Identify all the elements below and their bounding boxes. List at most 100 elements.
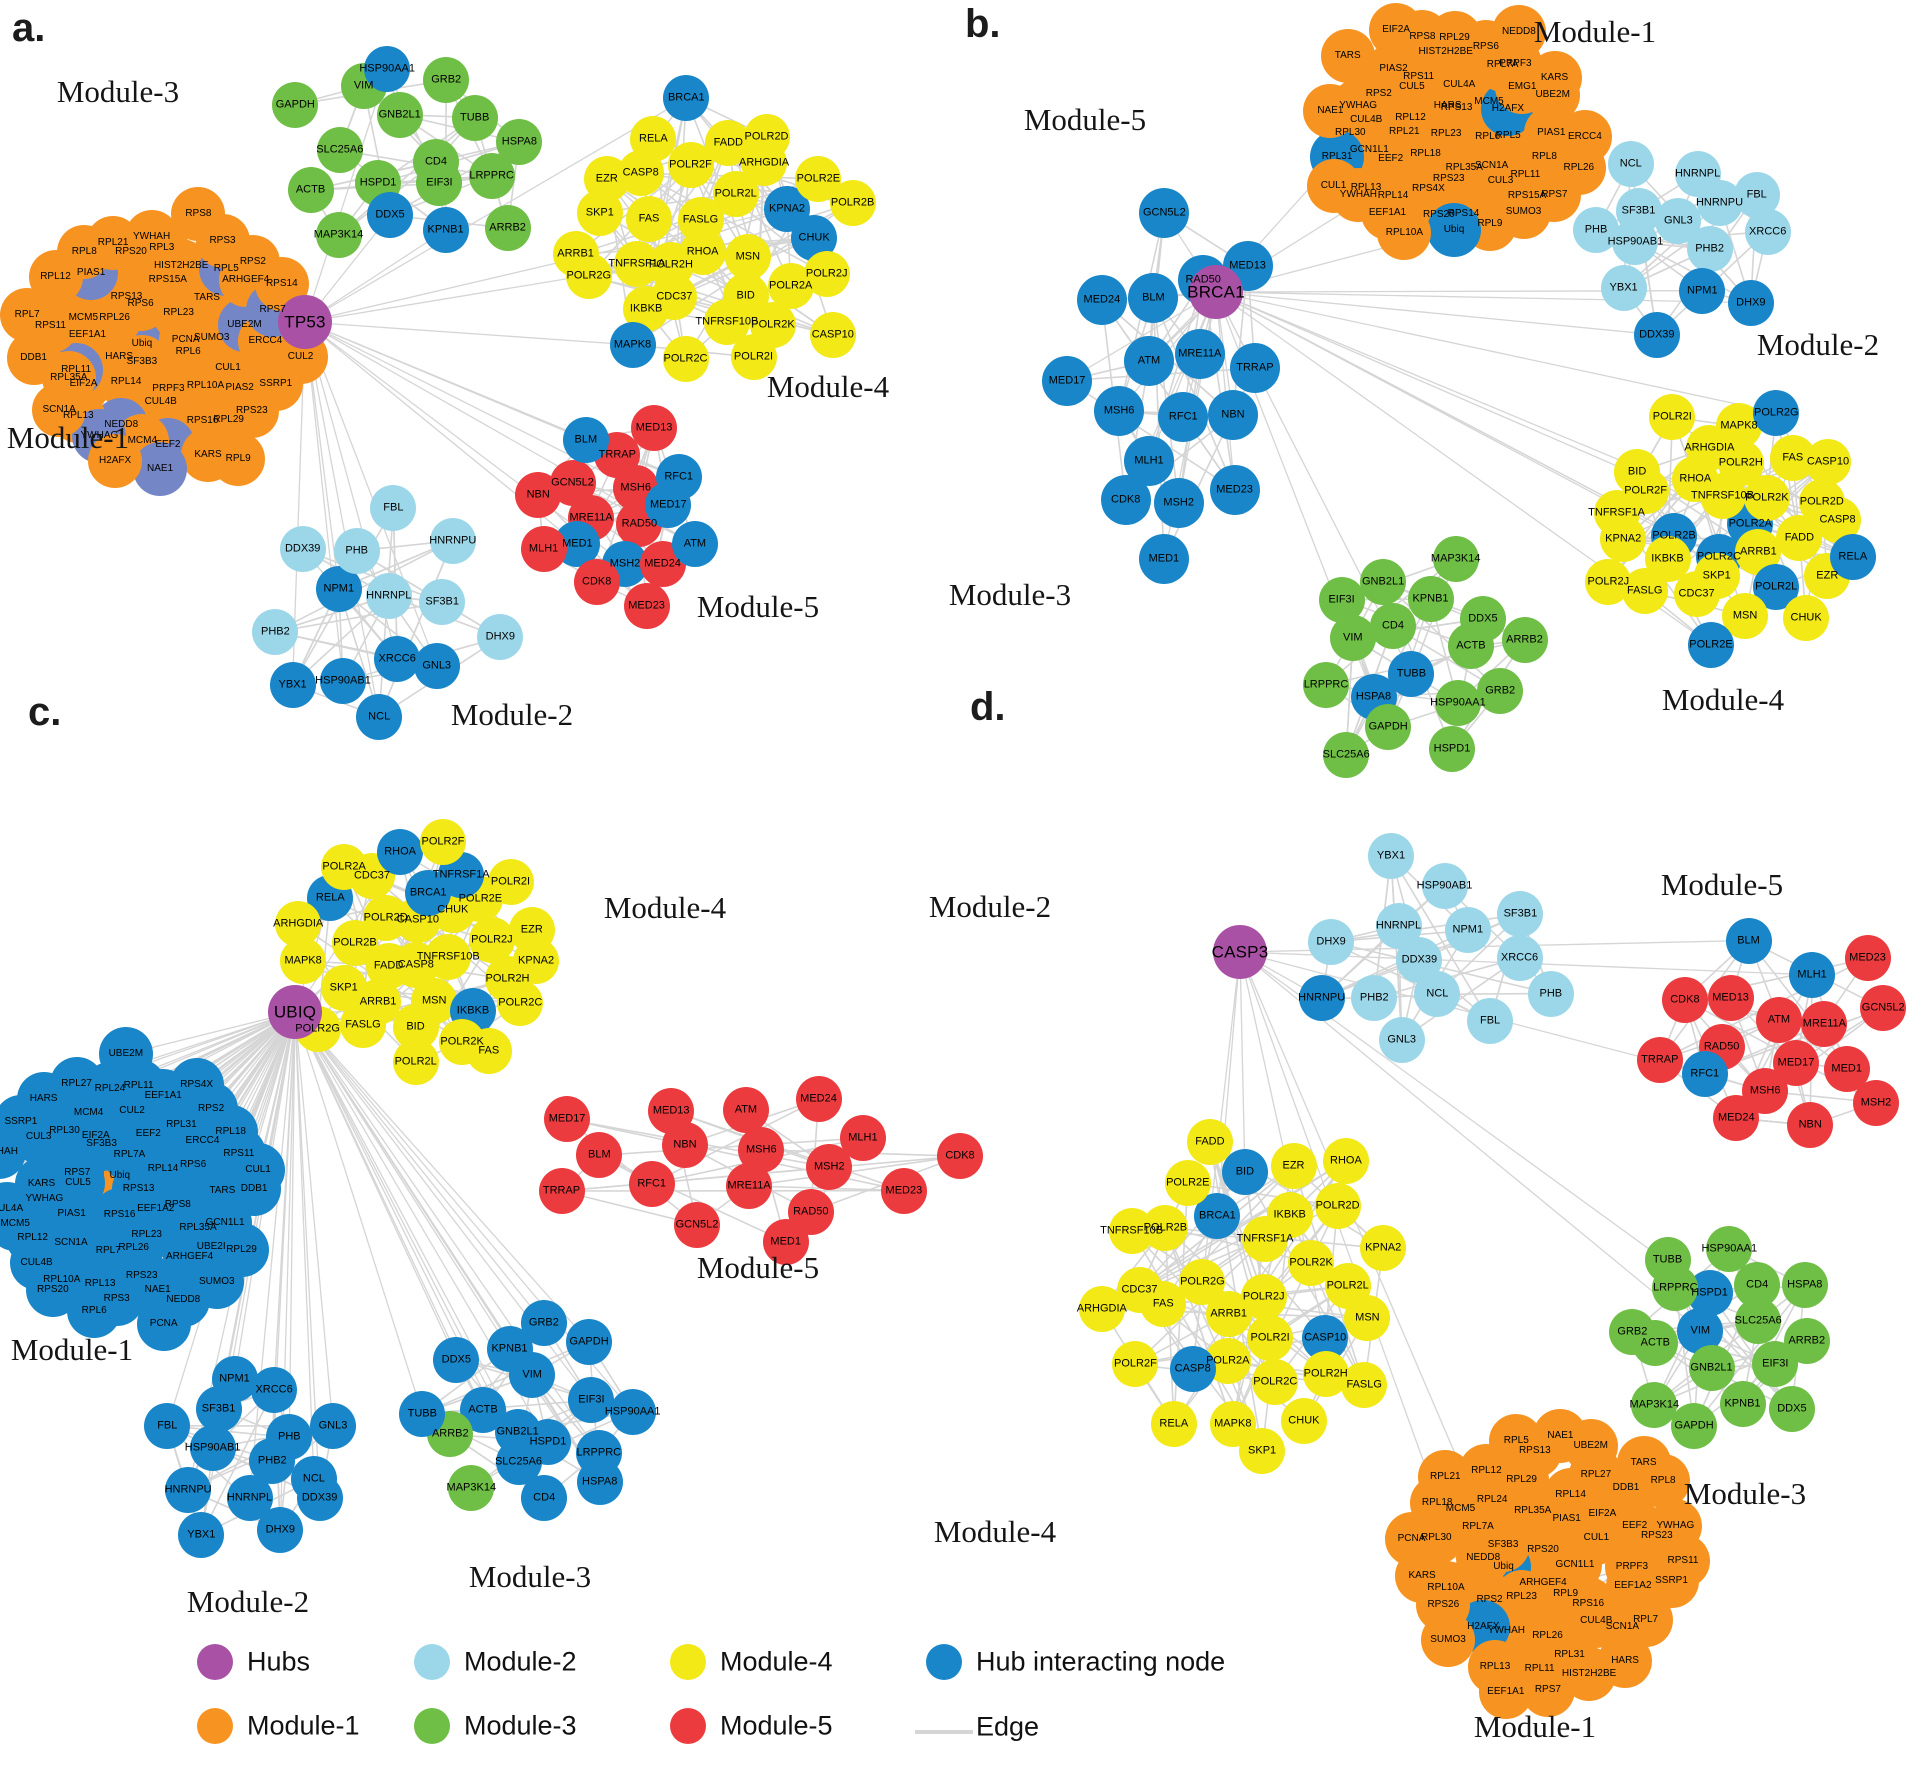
node-MLH1 — [839, 1115, 886, 1162]
node-NCL — [356, 693, 403, 740]
node-GAPDH — [566, 1319, 613, 1365]
node-NAE1 — [1303, 83, 1358, 138]
node-ATM — [671, 521, 718, 568]
node-FAS — [465, 1028, 512, 1075]
edge — [1101, 299, 1236, 491]
node-KPNA2 — [513, 937, 560, 984]
node-TRRAP — [1229, 343, 1280, 394]
node-CDK8 — [1100, 474, 1151, 525]
node-RPS20 — [25, 1263, 80, 1318]
node-BRCA1 — [663, 75, 710, 122]
edge — [294, 1011, 423, 1414]
node-FASLG — [340, 1001, 386, 1048]
edge — [1216, 951, 1241, 1216]
node-MSH2 — [1853, 1079, 1899, 1126]
node-PCNA — [1384, 1512, 1439, 1567]
node-PHB — [1527, 970, 1574, 1017]
node-CD4 — [1370, 603, 1416, 650]
node-EIF3I — [416, 160, 463, 207]
node-RFC1 — [1681, 1050, 1728, 1097]
node-TUBB — [399, 1390, 446, 1437]
node-DDX5 — [433, 1336, 480, 1383]
node-SUMO3 — [1421, 1612, 1475, 1667]
node-FBL — [1733, 171, 1780, 218]
hub-node-UBIQ — [268, 985, 322, 1039]
edge — [1148, 291, 1217, 462]
node-EIF2A — [1369, 3, 1424, 58]
node-MED17 — [1042, 355, 1093, 406]
edge — [294, 1011, 590, 1343]
node-ARRB2 — [1783, 1318, 1830, 1365]
legend-label: Hubs — [247, 1646, 311, 1677]
edge — [304, 321, 587, 441]
node-MED13 — [631, 404, 678, 451]
node-HSP90AA1 — [364, 46, 411, 93]
module-label: Module-4 — [603, 890, 727, 925]
node-POLR2F — [419, 819, 466, 866]
node-HSPA8 — [1781, 1262, 1828, 1309]
legend-swatch-hub-interacting-node — [926, 1644, 962, 1680]
node-SLC25A6 — [1323, 732, 1370, 778]
node-HSPD1 — [1429, 726, 1475, 773]
node-RHOA — [377, 829, 424, 876]
node-POLR2J — [803, 251, 850, 298]
node-POLR2I — [1247, 1314, 1294, 1361]
node-RELA — [1150, 1400, 1197, 1447]
node-CD4 — [1734, 1261, 1781, 1308]
node-RPL26 — [1551, 140, 1606, 195]
module-label: Module-4 — [933, 1514, 1057, 1549]
node-RPL8 — [57, 225, 112, 280]
node-NPM1 — [1679, 267, 1726, 314]
node-SSRP1 — [0, 1094, 48, 1149]
node-PHB2 — [252, 608, 299, 655]
node-POLR2E — [1688, 621, 1734, 668]
module-label: Module-3 — [948, 577, 1072, 612]
module-label: Module-2 — [186, 1584, 310, 1619]
node-GNL3 — [1378, 1016, 1425, 1063]
edge — [273, 1011, 296, 1390]
edge — [248, 1011, 296, 1499]
node-MED24 — [1076, 275, 1127, 325]
node-XRCC6 — [1496, 934, 1543, 981]
node-CDK8 — [573, 558, 620, 605]
node-TARS — [1320, 28, 1375, 83]
node-FBL — [144, 1402, 191, 1449]
node-ARHGDIA — [1078, 1285, 1125, 1332]
node-GCN5L2 — [674, 1201, 720, 1248]
node-GNL3 — [310, 1403, 356, 1449]
module-label: Module-4 — [766, 369, 890, 404]
node-DDX39 — [296, 1474, 343, 1521]
node-DDX5 — [1459, 595, 1506, 642]
edge — [125, 1011, 296, 1055]
node-MRE11A — [726, 1163, 773, 1209]
node-RPS4X — [169, 1057, 224, 1112]
node-CASP10 — [809, 311, 856, 358]
node-POLR2D — [743, 113, 790, 160]
panel-letter: b. — [965, 2, 1001, 46]
node-BLM — [1725, 917, 1772, 964]
node-ARRB2 — [484, 205, 531, 251]
node-NPM1 — [1444, 907, 1491, 954]
node-POLR2B — [829, 179, 876, 226]
node-KPNB1 — [1719, 1380, 1766, 1427]
node-GRB2 — [520, 1300, 567, 1346]
node-NPM1 — [211, 1355, 258, 1402]
node-MSN — [724, 233, 771, 280]
node-SKP1 — [1239, 1427, 1286, 1474]
node-GNB2L1 — [1360, 559, 1407, 606]
node-RPL8 — [1636, 1454, 1691, 1508]
node-NBN — [515, 471, 562, 518]
node-Ubiq — [1427, 202, 1481, 257]
edge — [1401, 957, 1520, 1041]
node-GCN5L2 — [1139, 187, 1190, 238]
node-EZR — [1270, 1143, 1317, 1190]
node-HNRNPL — [365, 572, 412, 619]
edge — [294, 1011, 457, 1360]
node-RPL7 — [0, 288, 55, 342]
node-POLR2A — [321, 843, 368, 890]
edge — [1693, 1284, 1806, 1427]
module-label: Module-5 — [1023, 102, 1147, 137]
node-HSPA8 — [496, 119, 543, 166]
module-label: Module-3 — [468, 1559, 592, 1594]
